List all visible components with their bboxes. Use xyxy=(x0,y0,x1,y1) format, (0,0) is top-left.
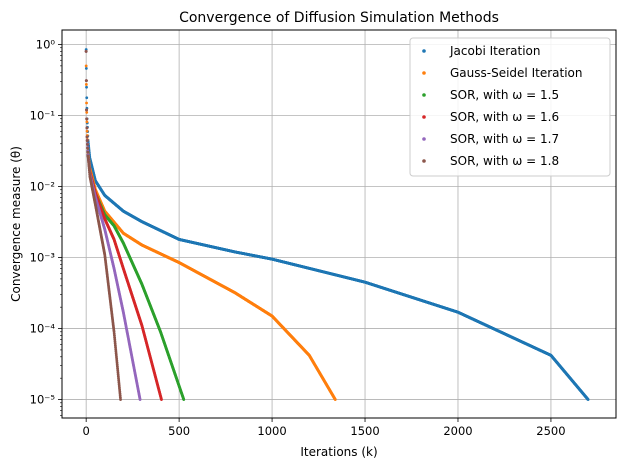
plot-marks xyxy=(84,48,590,401)
data-point xyxy=(85,101,88,105)
data-point xyxy=(85,129,89,133)
data-point xyxy=(84,64,88,68)
series-1 xyxy=(84,48,590,401)
data-point xyxy=(586,398,590,401)
data-point xyxy=(182,398,186,401)
data-point xyxy=(333,398,337,401)
data-point xyxy=(85,85,88,89)
data-point xyxy=(85,96,89,100)
data-point xyxy=(85,120,89,124)
data-point xyxy=(160,398,163,401)
data-point xyxy=(84,66,88,70)
series-2 xyxy=(84,64,337,401)
data-point xyxy=(85,111,89,114)
data-point xyxy=(84,83,88,86)
